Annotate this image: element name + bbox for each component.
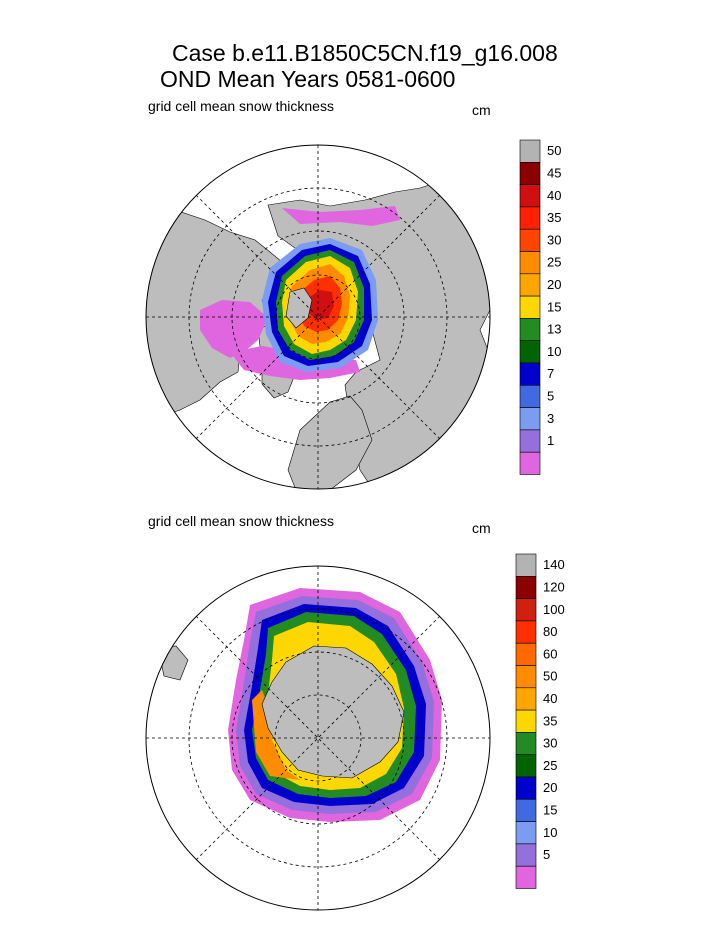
sh-colorbar-box (515, 598, 537, 622)
nh-colorbar-tick-label: 15 (547, 299, 561, 314)
nh-colorbar-box (519, 139, 541, 163)
nh-colorbar-box (519, 340, 541, 364)
sh-colorbar: 5 10 15 20 25 30 35 40 50 60 80 100 120 140 (515, 553, 565, 889)
nh-colorbar-box (519, 451, 541, 475)
sh-colorbar-box (515, 665, 537, 689)
sh-colorbar-tick-label: 80 (543, 624, 557, 639)
sh-colorbar-box (515, 754, 537, 778)
sh-polar-map (146, 566, 490, 910)
sh-colorbar-box (515, 620, 537, 644)
nh-graticule (146, 145, 490, 489)
sh-colorbar-box (515, 821, 537, 845)
sh-graticule (146, 566, 490, 910)
nh-colorbar-tick-label: 5 (547, 388, 554, 403)
nh-colorbar-box (519, 429, 541, 453)
nh-polar-map (146, 145, 490, 489)
nh-snow-band-pink-left (200, 300, 268, 358)
sh-units-label: cm (472, 520, 491, 536)
sh-colorbar-box (515, 776, 537, 800)
sh-colorbar-tick-label: 5 (543, 847, 550, 862)
sh-colorbar-tick-label: 50 (543, 669, 557, 684)
nh-colorbar-box (519, 362, 541, 386)
sh-colorbar-tick-label: 140 (543, 557, 565, 572)
sh-colorbar-tick-label: 100 (543, 602, 565, 617)
nh-colorbar-tick-label: 40 (547, 188, 561, 203)
sh-colorbar-box (515, 865, 537, 889)
sh-colorbar-box (515, 553, 537, 577)
sh-colorbar-box (515, 798, 537, 822)
sh-colorbar-tick-label: 35 (543, 713, 557, 728)
sh-colorbar-tick-label: 120 (543, 579, 565, 594)
nh-colorbar-tick-label: 3 (547, 411, 554, 426)
sh-colorbar-box (515, 642, 537, 666)
nh-colorbar-box (519, 228, 541, 252)
nh-colorbar-box (519, 318, 541, 341)
nh-units-label: cm (472, 102, 491, 118)
sh-colorbar-tick-label: 30 (543, 736, 557, 751)
nh-colorbar-box (519, 407, 541, 431)
plot-title-period: OND Mean Years 0581-0600 (160, 66, 456, 92)
nh-land-europe (287, 395, 373, 489)
sh-colorbar-tick-label: 20 (543, 780, 557, 795)
plot-title-case: Case b.e11.B1850C5CN.f19_g16.008 (172, 40, 558, 66)
nh-colorbar-box (519, 295, 541, 319)
sh-land-antarctica (261, 645, 405, 779)
sh-colorbar-box (515, 575, 537, 599)
nh-colorbar-tick-label: 1 (547, 433, 554, 448)
sh-colorbar-tick-label: 40 (543, 691, 557, 706)
nh-colorbar-tick-label: 35 (547, 210, 561, 225)
sh-plot-subtitle: grid cell mean snow thickness (148, 513, 334, 529)
sh-colorbar-tick-label: 15 (543, 802, 557, 817)
nh-colorbar-box (519, 162, 541, 185)
nh-colorbar-box (519, 273, 541, 297)
sh-colorbar-box (515, 843, 537, 867)
nh-plot-subtitle: grid cell mean snow thickness (148, 98, 334, 114)
nh-colorbar-tick-label: 25 (547, 255, 561, 270)
nh-land-greenland-edge (285, 287, 313, 329)
sh-colorbar-box (515, 732, 537, 756)
sh-colorbar-tick-label: 60 (543, 646, 557, 661)
sh-colorbar-box (515, 687, 537, 711)
nh-colorbar-box (519, 206, 541, 230)
nh-snow-band-pink (282, 206, 400, 226)
nh-colorbar-box (519, 384, 541, 408)
sh-colorbar-tick-label: 10 (543, 825, 557, 840)
nh-colorbar-tick-label: 50 (547, 143, 561, 158)
nh-colorbar-box (519, 184, 541, 208)
sh-colorbar-tick-label: 25 (543, 758, 557, 773)
nh-colorbar-tick-label: 10 (547, 344, 561, 359)
nh-snow-layer-darkred (308, 290, 334, 320)
nh-colorbar-tick-label: 20 (547, 277, 561, 292)
nh-colorbar-tick-label: 30 (547, 232, 561, 247)
nh-colorbar-tick-label: 13 (547, 322, 561, 337)
sh-colorbar-box (515, 709, 537, 733)
nh-colorbar-tick-label: 45 (547, 165, 561, 180)
nh-colorbar-box (519, 251, 541, 275)
nh-colorbar-tick-label: 7 (547, 366, 554, 381)
